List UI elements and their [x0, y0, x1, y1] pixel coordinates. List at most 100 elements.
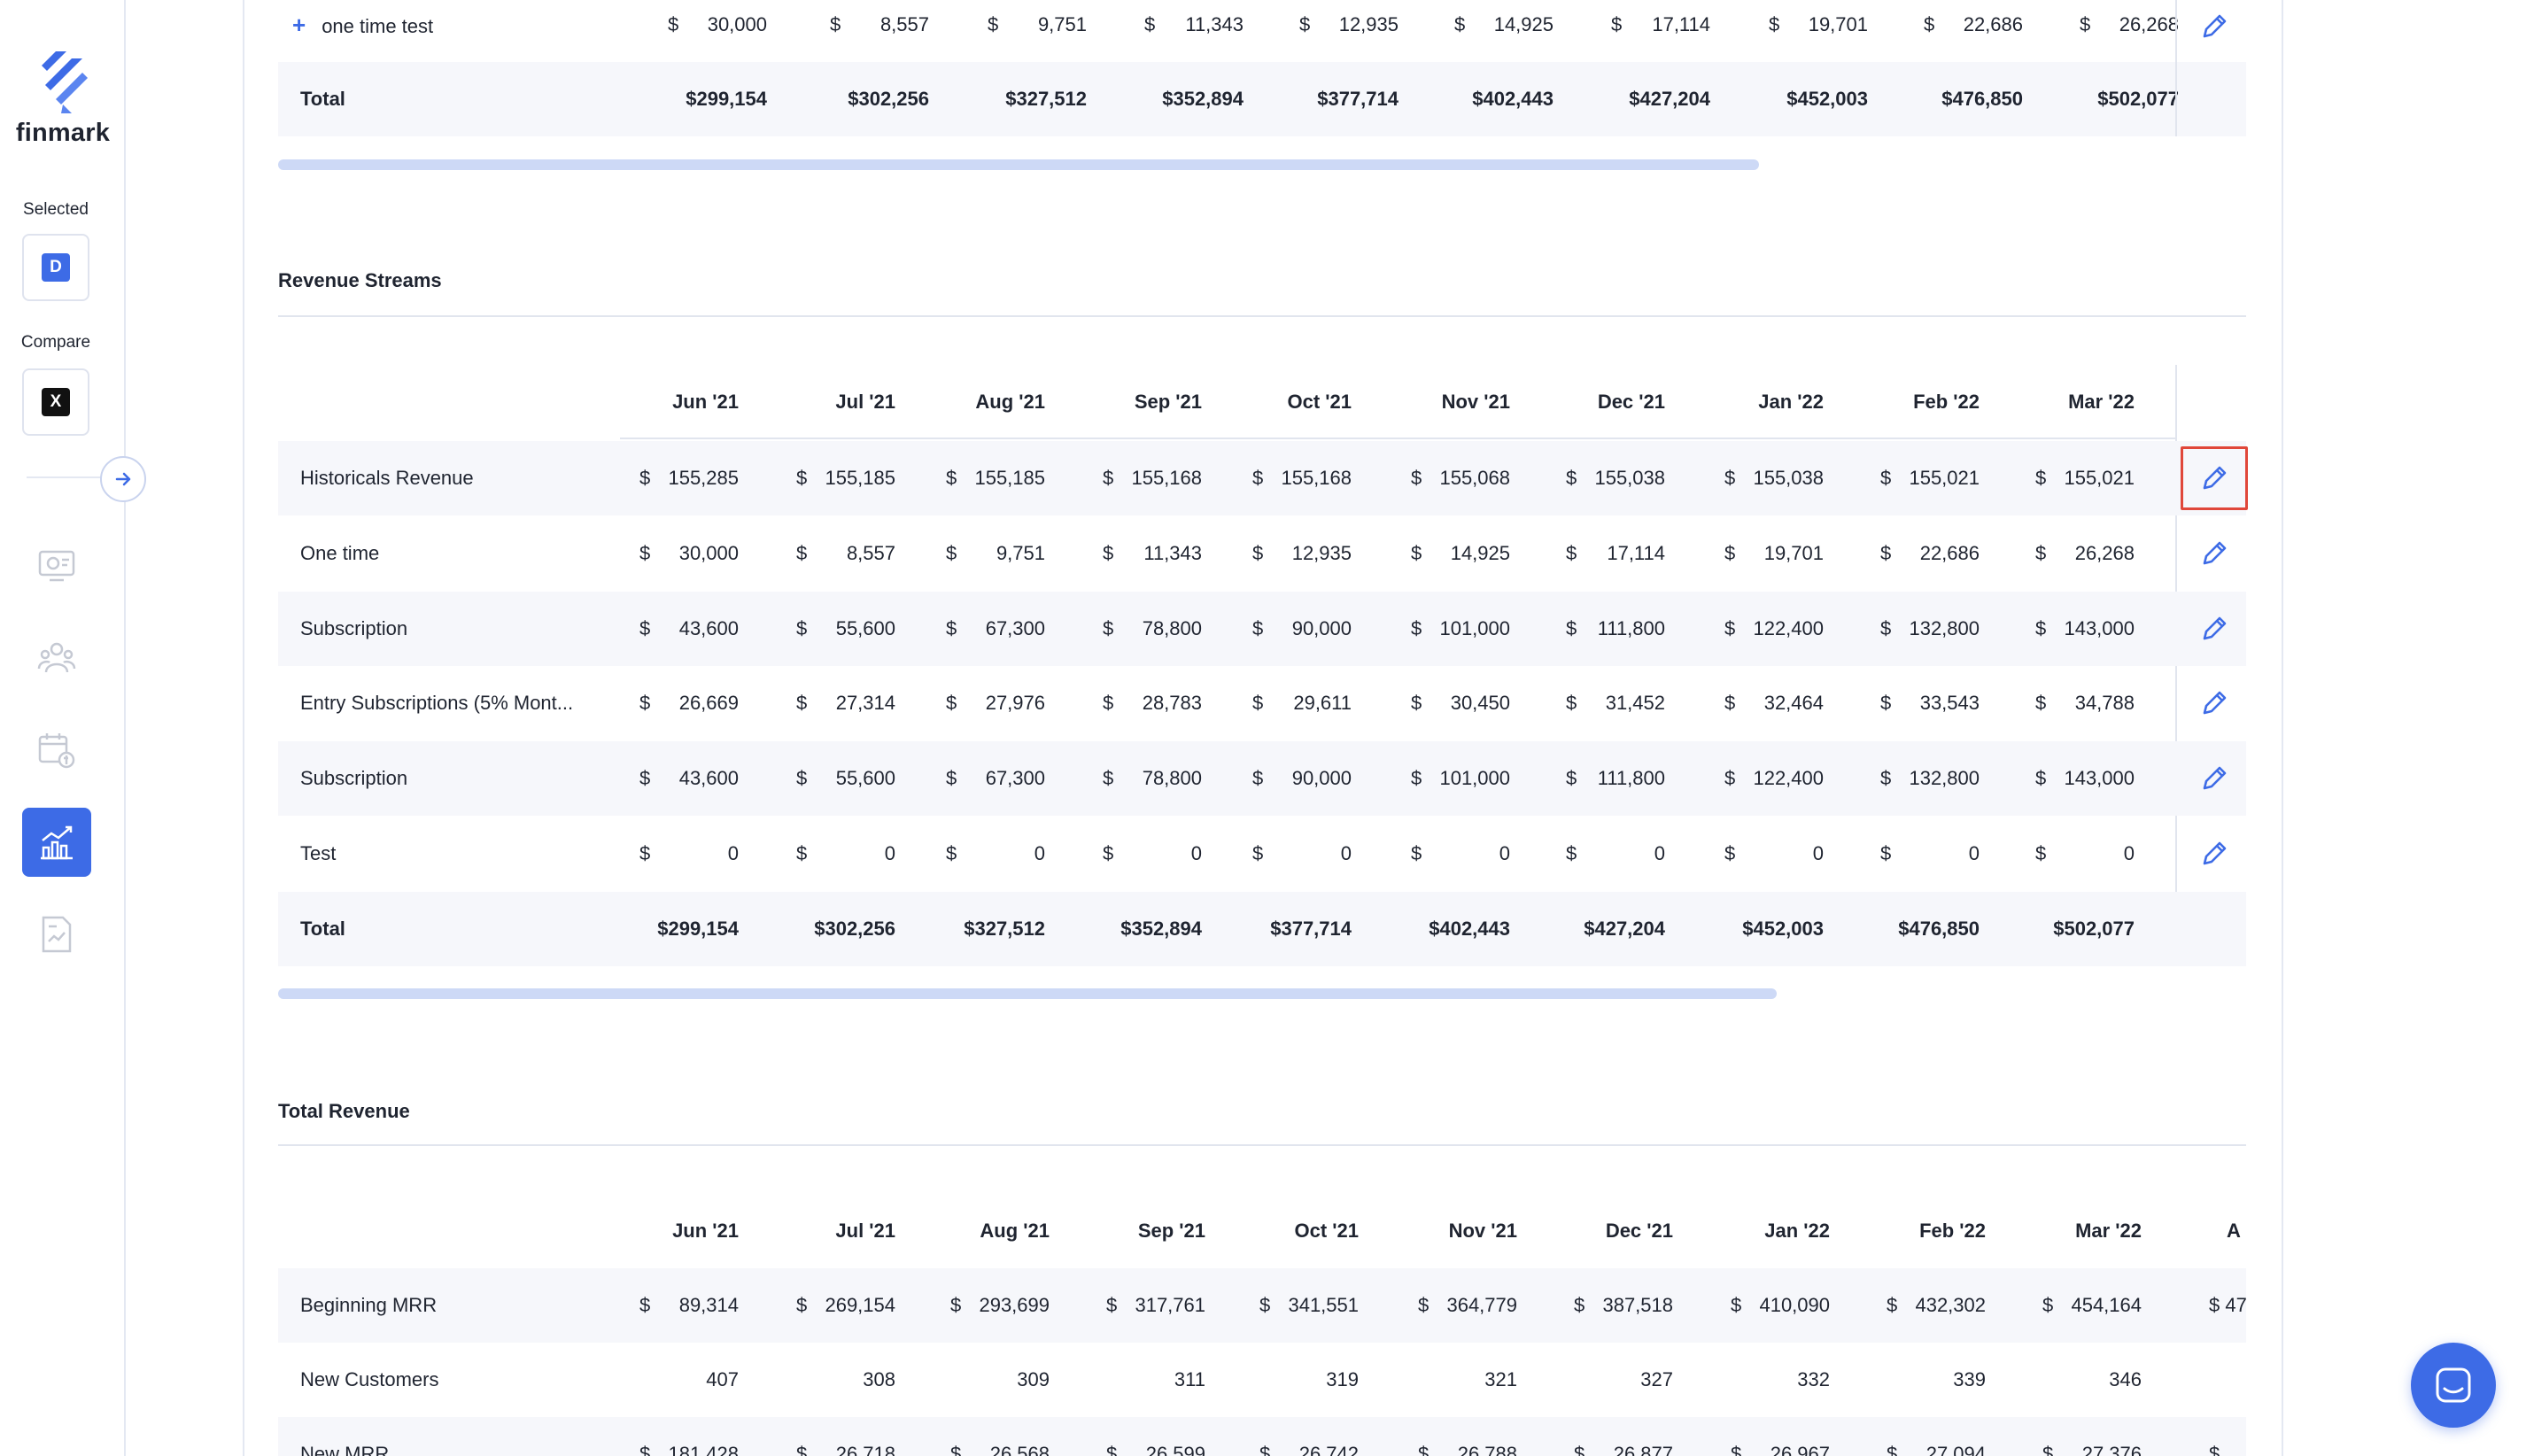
finmark-logo[interactable]: finmark — [0, 50, 126, 148]
table-cell: 311 — [1106, 1343, 1205, 1417]
currency-symbol: $ — [796, 692, 808, 715]
compare-scenario-button[interactable]: X — [22, 368, 89, 436]
table-cell: 309 — [950, 1343, 1050, 1417]
table-cell: $327,512 — [946, 892, 1045, 966]
currency-symbol: $ — [1566, 767, 1577, 790]
cell-value: 29,611 — [1293, 692, 1352, 715]
table-cell: $0 — [639, 817, 739, 891]
column-header: Nov '21 — [1448, 1220, 1517, 1242]
table-cell: $181,428 — [639, 1417, 739, 1456]
main-content — [243, 0, 2283, 1456]
table-cell: $67,300 — [946, 592, 1045, 666]
column-header: Dec '21 — [1597, 391, 1665, 413]
table-header-row: Jun '21 Jul '21 Aug '21 Sep '21 Oct '21 Nov '… — [278, 1194, 2246, 1268]
table-cell: $452,003 — [1724, 892, 1824, 966]
table-cell: $27,376 — [2042, 1417, 2142, 1456]
pencil-icon — [2203, 541, 2227, 565]
table-cell: $11,343 — [1144, 0, 1244, 62]
currency-symbol: $ — [1106, 1443, 1118, 1456]
table-cell: $269,154 — [796, 1268, 895, 1343]
collapse-sidebar-button[interactable] — [100, 456, 146, 502]
cell-value: 27,314 — [835, 692, 895, 715]
table-row: Subscription $43,600 $55,600 $67,300 $78,800… — [278, 741, 2246, 817]
cell-value: 9,751 — [1037, 13, 1087, 35]
edit-row-button[interactable] — [2181, 0, 2248, 58]
nav-planning[interactable] — [22, 716, 91, 785]
horizontal-scrollbar[interactable] — [278, 159, 1759, 170]
cell-value: 364,779 — [1446, 1294, 1517, 1316]
currency-symbol: $ — [1724, 842, 1736, 864]
nav-dashboard[interactable] — [22, 531, 91, 600]
section-title-total-revenue: Total Revenue — [278, 1100, 410, 1122]
table-cell: $101,000 — [1411, 592, 1510, 666]
table-cell: $89,314 — [639, 1268, 739, 1343]
currency-symbol: $ — [639, 1443, 651, 1456]
currency-symbol: $ — [1411, 692, 1422, 715]
currency-symbol: $ — [2035, 467, 2047, 489]
cell-value: 19,701 — [1808, 13, 1868, 35]
horizontal-scrollbar[interactable] — [278, 988, 1777, 999]
edit-row-button[interactable] — [2181, 446, 2248, 510]
table-cell: $0 — [1724, 817, 1824, 891]
dashboard-icon — [38, 550, 75, 582]
currency-symbol: $ — [1411, 767, 1422, 790]
column-header: Jul '21 — [835, 391, 895, 413]
table-cell: $27,976 — [946, 666, 1045, 740]
cell-value: $502,077 — [2097, 88, 2179, 110]
cell-value: 311 — [1174, 1368, 1205, 1390]
edit-row-button[interactable] — [2181, 597, 2248, 661]
expand-plus-icon[interactable]: + — [292, 12, 306, 38]
table-cell: $410,090 — [1731, 1268, 1830, 1343]
table-cell: $122,400 — [1724, 741, 1824, 816]
table-cell: $19,701 — [1724, 516, 1824, 591]
cell-value: 67,300 — [985, 767, 1045, 790]
selected-scenario-button[interactable]: D — [22, 234, 89, 301]
cell-value: $427,204 — [1584, 917, 1665, 940]
table-cell: 407 — [639, 1343, 739, 1417]
table-cell: 332 — [1731, 1343, 1830, 1417]
cell-value: 12,935 — [1291, 541, 1352, 564]
table-cell: $8,557 — [830, 0, 929, 62]
cell-value: $327,512 — [964, 917, 1045, 940]
edit-row-button[interactable] — [2181, 747, 2248, 810]
cell-value: 26,268 — [2119, 13, 2179, 35]
edit-row-button[interactable] — [2181, 822, 2248, 886]
nav-team[interactable] — [22, 623, 91, 693]
table-cell: $28,783 — [1103, 666, 1202, 740]
row-label: New MRR — [300, 1443, 390, 1456]
cell-value: 26,669 — [678, 692, 739, 715]
finmark-logo-icon — [42, 51, 88, 113]
table-cell: $67,300 — [946, 741, 1045, 816]
total-row: Total $299,154 $302,256 $327,512 $352,894 $3… — [278, 62, 2246, 136]
cell-value: 30,000 — [678, 541, 739, 564]
column-header: Jun '21 — [672, 391, 739, 413]
table-cell: $299,154 — [668, 62, 767, 136]
table-cell: $122,400 — [1724, 592, 1824, 666]
cell-value: 181,428 — [668, 1443, 739, 1456]
table-cell: $12,935 — [1252, 516, 1352, 591]
row-label: Total — [300, 88, 345, 110]
pencil-icon — [2203, 14, 2227, 38]
edit-row-button[interactable] — [2181, 522, 2248, 585]
table-cell: $155,168 — [1103, 441, 1202, 515]
table-cell: 308 — [796, 1343, 895, 1417]
table-cell: $14,925 — [1454, 0, 1554, 62]
cell-value: 43,600 — [678, 767, 739, 790]
cell-value: 101,000 — [1439, 616, 1510, 639]
table-row: New MRR $181,428 $26,718 $26,568 $26,599 $26,… — [278, 1417, 2246, 1456]
table-cell: $352,894 — [1144, 62, 1244, 136]
nav-reports[interactable] — [22, 900, 91, 969]
table-cell: $22,686 — [1924, 0, 2023, 62]
nav-revenue[interactable] — [22, 808, 91, 877]
currency-symbol: $ — [1566, 541, 1577, 564]
cell-value: 8,557 — [879, 13, 929, 35]
row-label: one time test — [322, 15, 434, 37]
chat-support-button[interactable] — [2411, 1343, 2496, 1428]
table-cell: $26,669 — [639, 666, 739, 740]
cell-value: 17,114 — [1652, 13, 1710, 35]
currency-symbol: $ — [1418, 1443, 1430, 1456]
currency-symbol: $ — [1611, 13, 1623, 35]
table-cell: $155,285 — [639, 441, 739, 515]
edit-row-button[interactable] — [2181, 671, 2248, 735]
cell-value: $502,077 — [2053, 917, 2135, 940]
